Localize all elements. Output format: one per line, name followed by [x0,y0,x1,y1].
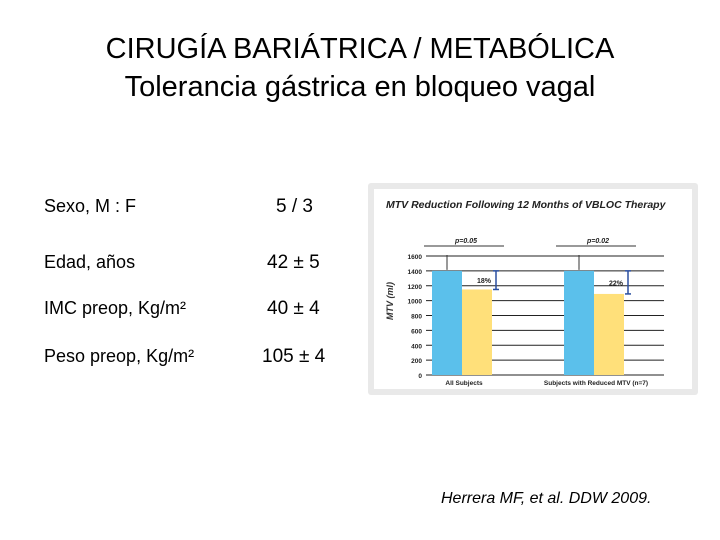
stat-row-weight: Peso preop, Kg/m² 105 ± 4 [44,346,364,376]
y-tick-label: 200 [411,358,422,365]
y-axis-label: MTV (ml) [385,282,395,320]
bar [462,289,492,375]
reduction-label: 18% [477,278,492,285]
bar [594,293,624,375]
chart-frame: MTV Reduction Following 12 Months of VBL… [368,183,698,395]
chart-bars [432,270,624,375]
slide-title: CIRUGÍA BARIÁTRICA / METABÓLICA Toleranc… [0,30,720,106]
chart-panel: MTV Reduction Following 12 Months of VBL… [374,189,692,389]
y-tick-label: 1400 [408,269,423,276]
stat-label: Edad, años [44,252,136,272]
title-line-1: CIRUGÍA BARIÁTRICA / METABÓLICA [105,33,615,65]
stat-value: 105 ± 4 [262,346,326,367]
reduction-label: 22% [609,280,624,287]
y-tick-label: 400 [411,343,422,350]
title-line-2: Tolerancia gástrica en bloqueo vagal [124,71,596,103]
stat-value: 5 / 3 [276,196,313,217]
x-tick-label: Subjects with Reduced MTV (n=7) [544,380,648,387]
bar [432,270,462,375]
y-tick-label: 0 [418,373,422,380]
y-tick-label: 800 [411,314,422,321]
p-value-label: p=0.02 [586,238,609,245]
chart-title: MTV Reduction Following 12 Months of VBL… [386,199,667,211]
y-tick-label: 1600 [408,254,423,261]
stat-row-age: Edad, años 42 ± 5 [44,252,364,282]
bar [564,270,594,375]
y-tick-label: 1000 [408,299,423,306]
stat-label: Peso preop, Kg/m² [44,346,195,366]
citation: Herrera MF, et al. DDW 2009. [441,490,652,507]
chart-annotations: p=0.05 18% p=0.02 22% [424,238,636,295]
stat-value: 42 ± 5 [267,252,320,273]
y-tick-label: 600 [411,328,422,335]
y-tick-label: 1200 [408,284,423,291]
stat-row-bmi: IMC preop, Kg/m² 40 ± 4 [44,298,364,328]
stat-value: 40 ± 4 [267,298,320,319]
x-tick-label: All Subjects [445,380,483,387]
stat-label: IMC preop, Kg/m² [44,298,187,318]
mtv-bar-chart: MTV Reduction Following 12 Months of VBL… [385,199,667,387]
stat-label: Sexo, M : F [44,196,137,216]
p-value-label: p=0.05 [454,238,477,245]
stat-row-sex: Sexo, M : F 5 / 3 [44,196,364,226]
